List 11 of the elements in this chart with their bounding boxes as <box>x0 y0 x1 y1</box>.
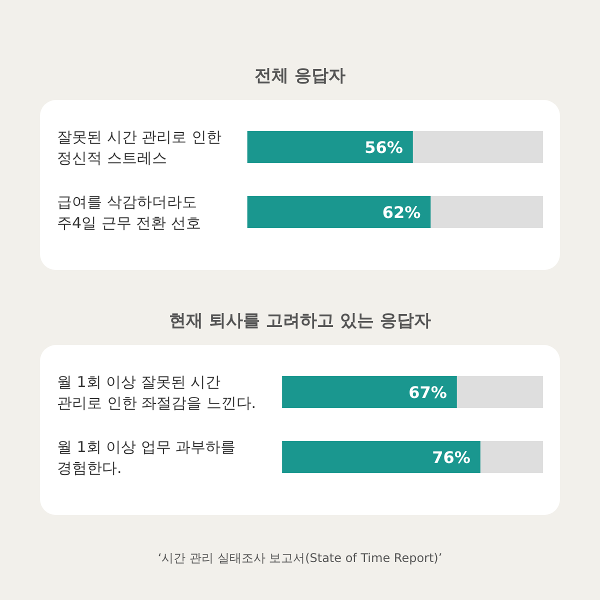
y-tick-label: 잘못된 시간 관리로 인한 정신적 스트레스 <box>57 128 222 167</box>
y-tick-label: 월 1회 이상 업무 과부하를 경험한다. <box>57 438 236 477</box>
data-label: 62% <box>382 203 421 222</box>
chart-title: 현재 퇴사를 고려하고 있는 응답자 <box>169 311 431 331</box>
y-tick-label: 급여를 삭감하더라도 주4일 근무 전환 선호 <box>57 193 201 232</box>
data-label: 56% <box>364 138 403 157</box>
data-label: 67% <box>408 383 447 402</box>
data-label: 76% <box>432 448 470 467</box>
chart-title: 전체 응답자 <box>254 66 346 86</box>
y-tick-label: 월 1회 이상 잘못된 시간 관리로 인한 좌절감을 느낀다. <box>57 373 256 412</box>
text: ‘시간 관리 실태조사 보고서(State of Time Report)’ <box>158 551 442 565</box>
